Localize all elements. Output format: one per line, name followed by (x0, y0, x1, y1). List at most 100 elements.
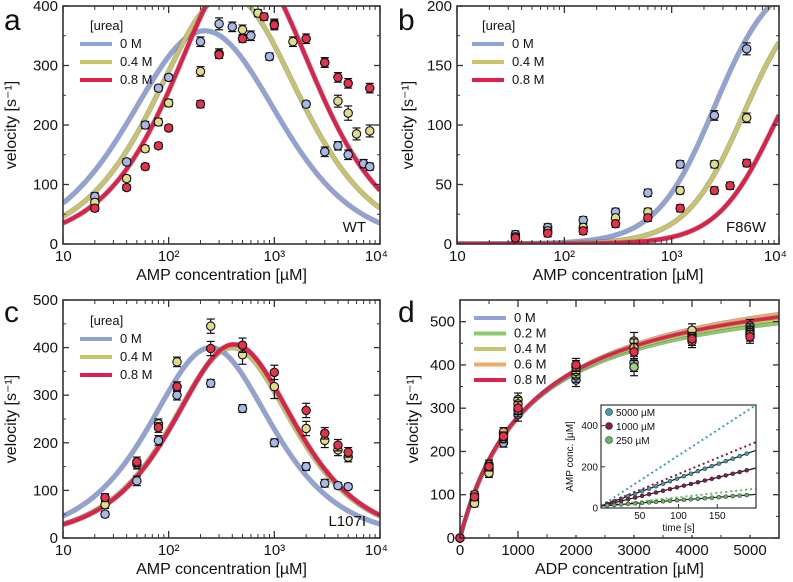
inset-background (549, 400, 764, 535)
variant-label: F86W (726, 219, 767, 236)
data-point (510, 233, 521, 243)
data-point (629, 362, 639, 372)
data-point (269, 381, 280, 392)
data-point (163, 98, 174, 108)
variant-label: L107I (328, 513, 366, 530)
y-axis-title: velocity [s⁻¹] (3, 81, 20, 169)
data-point (172, 381, 182, 392)
y-tick-label: 0 (50, 236, 58, 253)
fit-line-0.8M (63, 6, 380, 225)
panel-a: 0 100 200 300 400 10 10² 10³ 10⁴ AMP concentratio… (3, 0, 388, 284)
data-point (153, 435, 164, 446)
data-point (163, 72, 174, 83)
inset-legend-label: 1000 µM (616, 422, 655, 433)
data-point (259, 11, 269, 22)
data-point (643, 188, 653, 198)
y-tick-label: 150 (427, 58, 452, 75)
inset-legend-marker (605, 422, 613, 430)
inset-data-point (709, 463, 715, 469)
inset-data-point (632, 501, 638, 506)
x-tick-label: 3000 (617, 542, 650, 559)
inset-data-point (674, 498, 680, 503)
x-tick-label: 0 (456, 542, 464, 559)
legend-label: 0 M (512, 36, 534, 51)
inset-data-point (730, 456, 735, 461)
inset-lines (601, 405, 756, 508)
inset-data-point (674, 476, 680, 481)
fit-line-0.8M (63, 342, 380, 527)
panel-letter: d (398, 296, 415, 329)
data-point (153, 422, 164, 433)
inset-data-point (737, 469, 742, 475)
inset-data-point (646, 500, 652, 505)
inset-data-point (639, 493, 645, 499)
inset-data-point (716, 474, 722, 480)
data-point (140, 144, 150, 154)
data-point (709, 185, 720, 196)
data-point (687, 334, 697, 344)
data-point (741, 113, 752, 123)
fit-curves (63, 341, 380, 527)
y-axis-title: velocity [s⁻¹] (400, 81, 417, 169)
data-point (205, 321, 216, 331)
y-tick-label: 400 (430, 357, 455, 374)
y-tick-label: 0 (447, 530, 455, 547)
y-tick-label: 0 (50, 530, 58, 547)
data-point (578, 226, 588, 236)
data-point (140, 120, 150, 130)
data-point (745, 332, 755, 342)
panel-letter: a (4, 4, 21, 37)
x-axis-title: AMP concentration [µM] (136, 561, 307, 578)
data-point (153, 141, 164, 151)
x-tick-label: 10⁴ (764, 248, 787, 265)
inset-data-point (702, 478, 708, 483)
data-point (269, 20, 280, 30)
data-point (121, 157, 132, 167)
data-point (741, 44, 752, 54)
data-point (643, 213, 653, 223)
data-point (132, 457, 142, 467)
data-point (542, 228, 553, 239)
inset-data-point (702, 466, 708, 471)
data-point (90, 203, 100, 214)
data-point (214, 19, 224, 29)
legend-label: 0 M (120, 36, 142, 51)
y-tick-label: 100 (33, 482, 58, 499)
x-tick-label: 4000 (675, 542, 708, 559)
data-point (153, 83, 164, 93)
inset-x-tick-label: 100 (670, 511, 687, 522)
data-point (333, 96, 343, 106)
data-point (498, 431, 509, 442)
data-point (237, 33, 248, 44)
y-tick-label: 200 (33, 117, 58, 134)
fit-curves (63, 6, 380, 226)
inset-data-point (681, 483, 687, 488)
inset-y-axis-title: AMP conc. [µM] (565, 421, 576, 492)
x-tick-label: 10³ (661, 248, 683, 265)
inset-data-point (723, 494, 729, 499)
data-point (343, 150, 353, 160)
data-point (319, 428, 330, 439)
data-point (264, 51, 275, 62)
inset-data-point (653, 483, 659, 489)
inset-initial-rate-line (601, 405, 756, 507)
x-tick-label: 1000 (501, 542, 534, 559)
data-point (237, 25, 248, 35)
inset-data-point (730, 471, 735, 476)
inset-data-point (667, 478, 673, 484)
inset-y-tick-label: 200 (581, 462, 598, 473)
inset-data-point (730, 493, 735, 499)
data-point (725, 180, 735, 191)
data-point (343, 108, 353, 118)
data-point (195, 66, 206, 77)
data-point (237, 340, 248, 350)
inset-data-point (695, 480, 701, 485)
data-point (163, 123, 174, 133)
x-tick-label: 10² (158, 248, 180, 265)
x-tick-label: 2000 (559, 542, 592, 559)
x-tick-label: 10³ (263, 248, 285, 265)
legend-label: 0.4 M (514, 341, 547, 356)
data-point (365, 126, 375, 136)
data-point (269, 438, 280, 448)
data-point (343, 78, 353, 89)
